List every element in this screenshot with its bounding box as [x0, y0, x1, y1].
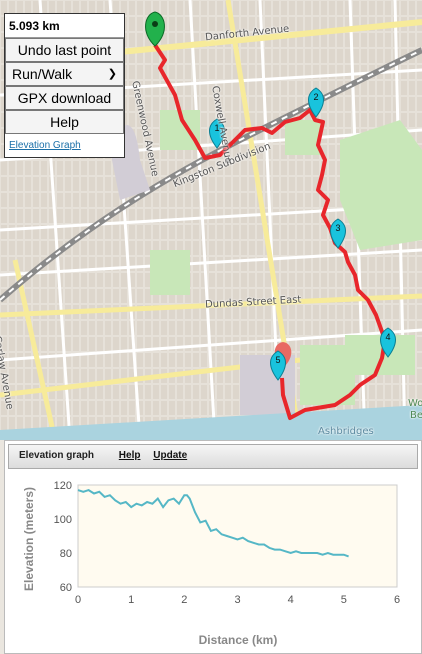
elevation-title: Elevation graph: [19, 450, 95, 461]
x-tick-label: 5: [341, 594, 347, 606]
chevron-down-icon: ❯: [107, 68, 117, 80]
place-label-ashbridges: Ashbridges: [318, 426, 374, 437]
y-axis-label: Elevation (meters): [22, 487, 36, 591]
place-label-wood: Woo: [408, 398, 422, 409]
undo-last-point-button[interactable]: Undo last point: [5, 38, 124, 62]
marker-label: 2: [313, 92, 319, 102]
x-tick-label: 2: [181, 594, 187, 606]
route-control-panel: 5.093 km Undo last point Run/Walk ❯ GPX …: [4, 13, 125, 158]
map-view[interactable]: 1 2 3 4 5 Danforth Avenue Coxwell Avenue…: [0, 0, 422, 440]
activity-mode-select[interactable]: Run/Walk ❯: [5, 62, 124, 86]
place-label-be: Be: [410, 410, 422, 421]
y-tick-label: 100: [54, 514, 72, 526]
route-distance: 5.093 km: [5, 14, 124, 38]
elevation-update-link[interactable]: Update: [153, 450, 188, 461]
km-marker-4-icon[interactable]: 4: [378, 326, 398, 358]
x-axis-label: Distance (km): [199, 633, 278, 647]
marker-label: 3: [335, 223, 341, 233]
km-marker-1-icon[interactable]: 1: [207, 117, 227, 149]
km-marker-2-icon[interactable]: 2: [306, 86, 326, 118]
x-tick-label: 1: [128, 594, 134, 606]
elevation-panel: Elevation graph Help Update 60 80 100 120 0…: [4, 440, 422, 654]
map-canvas[interactable]: [0, 0, 422, 440]
elevation-help-link[interactable]: Help: [118, 450, 141, 461]
y-tick-label: 120: [54, 480, 72, 492]
gpx-download-button[interactable]: GPX download: [5, 86, 124, 110]
marker-label: 4: [385, 332, 391, 342]
y-tick-label: 60: [60, 582, 72, 594]
km-marker-3-icon[interactable]: 3: [328, 217, 348, 249]
y-tick-label: 80: [60, 548, 72, 560]
x-tick-label: 6: [394, 594, 400, 606]
marker-label: 1: [214, 123, 220, 133]
elevation-header: Elevation graph Help Update: [8, 444, 418, 469]
x-tick-label: 3: [234, 594, 240, 606]
activity-mode-value: Run/Walk: [12, 66, 73, 82]
help-button[interactable]: Help: [5, 110, 124, 134]
start-marker-icon[interactable]: [145, 11, 165, 47]
plot-area: [77, 484, 398, 588]
x-tick-label: 4: [288, 594, 294, 606]
elevation-graph-link[interactable]: Elevation Graph: [9, 140, 81, 151]
elevation-series-line: [77, 489, 349, 558]
km-marker-5-icon[interactable]: 5: [268, 349, 288, 381]
elevation-chart: 60 80 100 120 0 1 2 3 4 5 6 Elevation (meters) Di…: [22, 480, 400, 647]
x-tick-label: 0: [75, 594, 81, 606]
marker-label: 5: [275, 355, 281, 365]
